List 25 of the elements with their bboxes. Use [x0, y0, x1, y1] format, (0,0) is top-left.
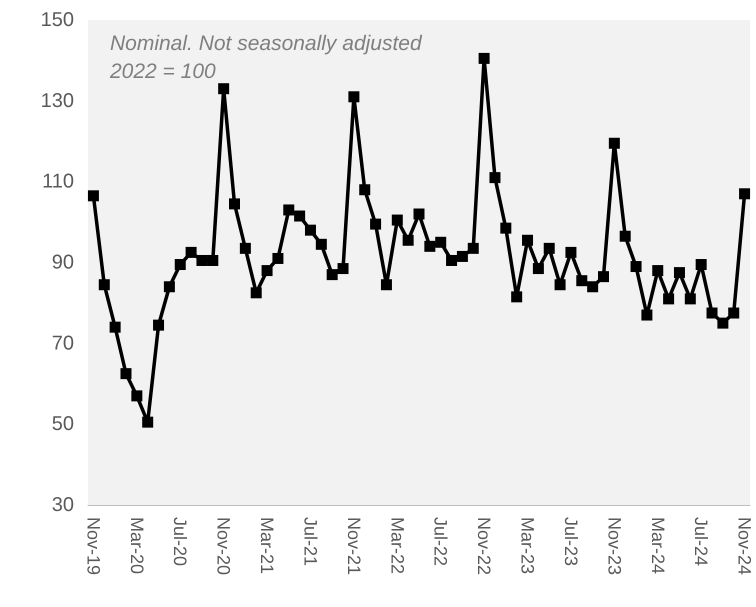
y-tick-label: 90 [52, 252, 74, 274]
x-tick-label: Nov-21 [344, 517, 364, 576]
x-tick-label: Jul-20 [170, 517, 190, 566]
annotation: 2022 = 100 [109, 60, 216, 83]
x-tick-label: Mar-20 [126, 517, 147, 574]
x-tick-label: Nov-24 [734, 517, 755, 576]
x-tick-label: Nov-23 [604, 517, 624, 576]
annotation: Nominal. Not seasonally adjusted [110, 32, 423, 55]
y-tick-label: 50 [52, 413, 74, 436]
x-tick-label: Mar-21 [257, 517, 278, 574]
x-tick-label: Nov-20 [214, 517, 234, 576]
y-tick-label: 130 [40, 90, 74, 112]
x-tick-label: Mar-24 [648, 517, 668, 574]
x-tick-label: Jul-22 [430, 517, 451, 566]
x-tick-label: Jul-23 [560, 517, 581, 566]
x-tick-label: Mar-22 [387, 517, 408, 574]
y-tick-label: 70 [52, 332, 74, 354]
y-tick-label: 110 [42, 170, 74, 193]
x-tick-label: Jul-21 [300, 517, 320, 566]
x-tick-label: Jul-24 [691, 517, 712, 566]
x-tick-label: Nov-19 [83, 517, 104, 576]
x-tick-label: Mar-23 [518, 517, 538, 574]
y-tick-label: 30 [52, 494, 74, 516]
x-tick-label: Nov-22 [474, 517, 494, 576]
y-tick-label: 150 [40, 9, 74, 31]
